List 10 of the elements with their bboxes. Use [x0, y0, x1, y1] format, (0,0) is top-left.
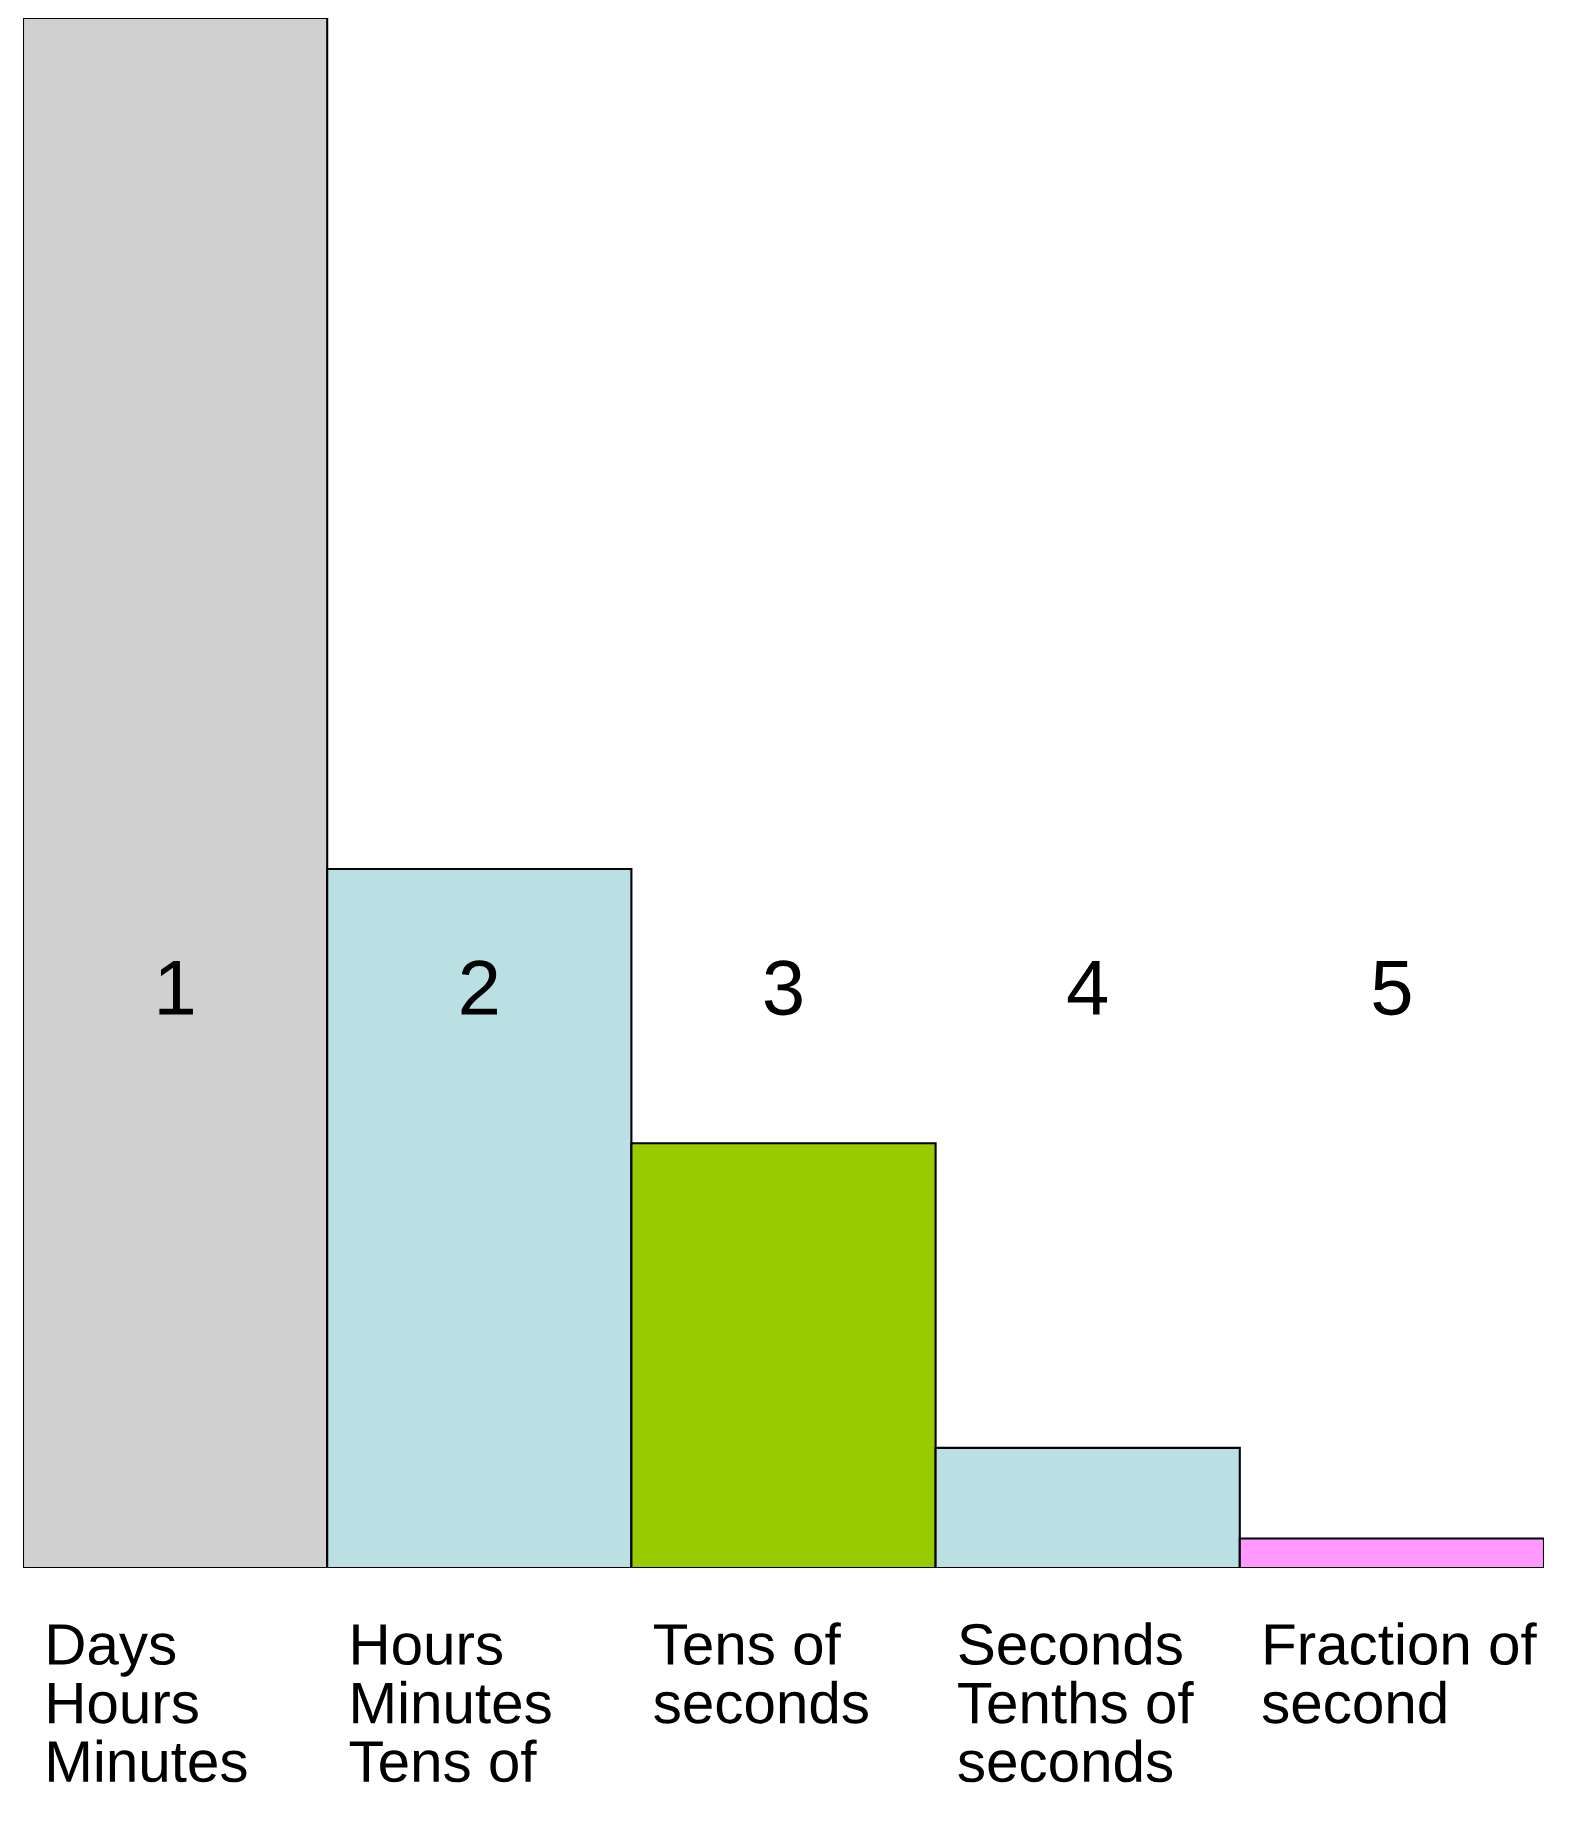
annotation: 2 [461, 960, 498, 1015]
annotation: 4 [1067, 961, 1108, 1015]
x-tick-label: Hours Minutes Tens of [349, 1624, 551, 1783]
annotation: 3 [764, 960, 802, 1016]
annotation: 1 [159, 961, 193, 1015]
x-tick-label: Seconds Tenths of seconds [958, 1622, 1194, 1783]
annotation: 5 [1373, 961, 1411, 1016]
x-tick-label: Days Hours Minutes [49, 1624, 247, 1783]
x-tick-label: Tens of seconds [654, 1622, 868, 1724]
x-tick-label: Fraction of second [1262, 1622, 1537, 1724]
